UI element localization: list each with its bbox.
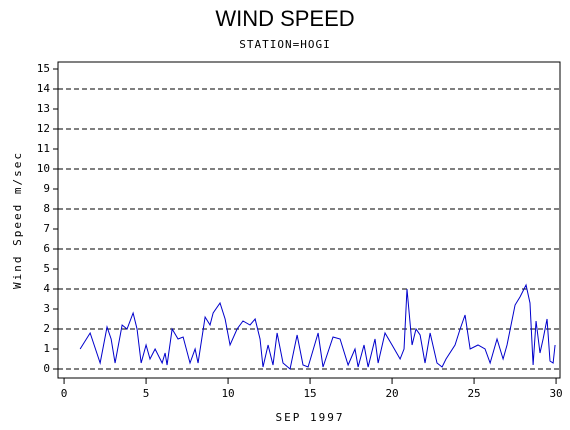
y-tick-label: 5 [43,262,50,275]
y-tick-label: 9 [43,182,50,195]
x-tick-label: 30 [549,387,562,400]
y-tick-label: 2 [43,322,50,335]
x-tick-label: 0 [61,387,68,400]
x-tick-label: 25 [467,387,480,400]
chart-title: WIND SPEED [215,6,354,31]
y-tick-label: 12 [37,122,50,135]
y-tick-label: 15 [37,62,50,75]
x-axis-label: SEP 1997 [276,411,345,424]
y-tick-label: 14 [37,82,51,95]
y-tick-label: 1 [43,342,50,355]
y-tick-label: 0 [43,362,50,375]
y-tick-label: 6 [43,242,50,255]
y-tick-label: 13 [37,102,50,115]
y-tick-label: 3 [43,302,50,315]
y-tick-label: 10 [37,162,50,175]
data-line [79,283,556,370]
y-axis-label: Wind Speed m/sec [11,151,24,289]
plot-frame [57,61,561,379]
y-tick-label: 11 [37,142,50,155]
x-tick-label: 20 [385,387,398,400]
x-tick-label: 5 [143,387,150,400]
y-tick-label: 4 [43,282,50,295]
y-tick-label: 7 [43,222,50,235]
y-tick-label: 8 [43,202,50,215]
x-tick-label: 10 [221,387,234,400]
x-tick-label: 15 [303,387,316,400]
chart-subtitle: STATION=HOGI [239,38,330,51]
